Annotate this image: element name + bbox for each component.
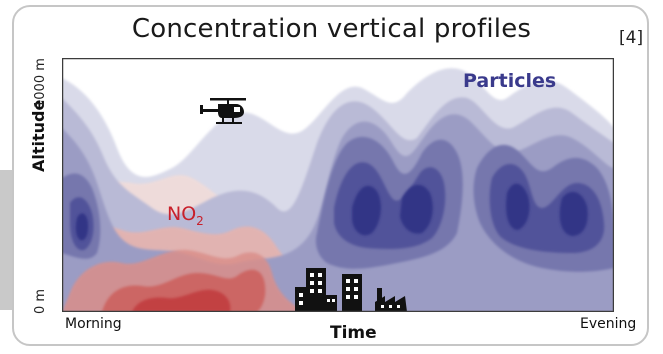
particles-label: Particles [463,70,557,92]
reference-tag: [4] [619,28,644,48]
helicopter-icon [200,98,246,124]
y-tick-top: 1000 m [33,58,48,108]
x-axis-label: Time [330,323,377,343]
no2-text: NO [167,203,197,225]
x-axis-left-label: Morning [65,316,122,332]
no2-label: NO2 [167,203,204,228]
concentration-plot [62,58,614,312]
factory-icon [375,288,407,312]
no2-subscript: 2 [196,213,204,228]
y-tick-bottom: 0 m [33,288,48,314]
particles-layer-5 [70,162,605,253]
y-axis-label: Altitude [29,99,48,172]
x-axis-right-label: Evening [580,316,637,332]
city-buildings-icon [295,268,362,312]
figure-title: Concentration vertical profiles [131,14,532,44]
no2-layer-5 [132,289,231,312]
plot-frame [62,58,614,312]
